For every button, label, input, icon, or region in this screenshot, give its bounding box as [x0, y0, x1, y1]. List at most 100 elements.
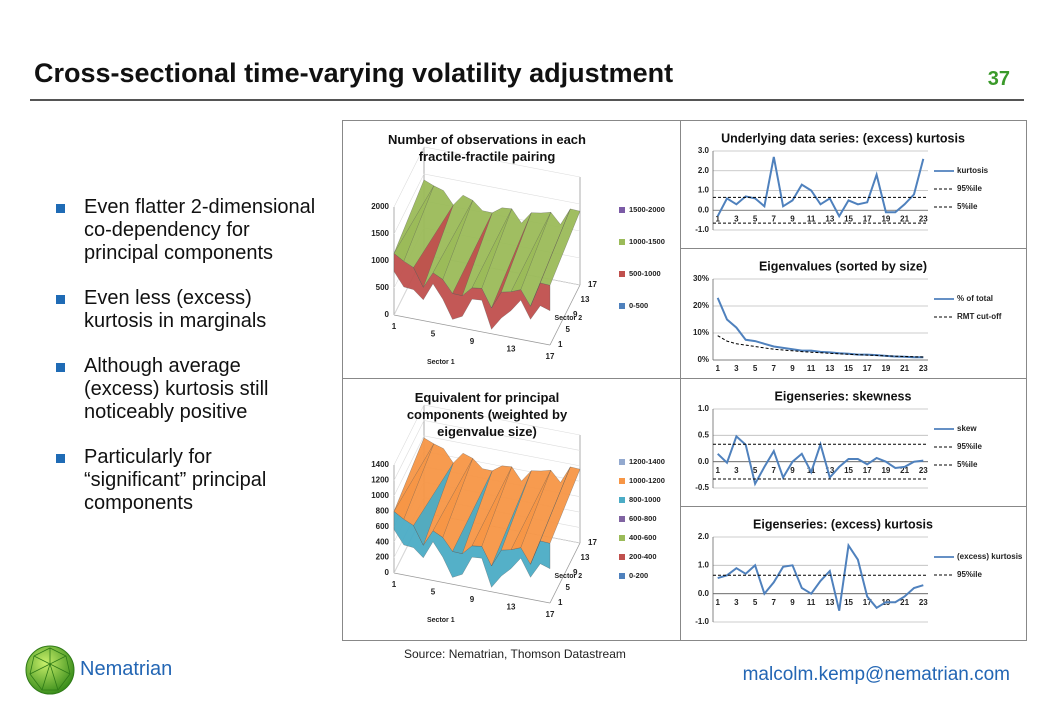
y-tick-label: 0%: [697, 355, 709, 364]
legend-label: kurtosis: [957, 166, 989, 175]
surface-facet: [432, 458, 473, 538]
legend-swatch: [619, 239, 625, 245]
x-tick-label: 5: [753, 466, 758, 475]
y-tick-label: 20%: [693, 301, 709, 310]
x-tick-label: 5: [753, 598, 758, 607]
legend-swatch: [619, 271, 625, 277]
y-tick-label: 0.0: [698, 457, 710, 466]
x-tick-label: 19: [881, 214, 890, 223]
grid-line: [393, 404, 581, 466]
legend-label: 0-500: [629, 301, 648, 310]
x-tick-label: 5: [753, 214, 758, 223]
grid-line: [393, 435, 581, 496]
x-tick-label: 17: [863, 214, 872, 223]
x-tick-label: 13: [825, 214, 834, 223]
y-tick-label: 5: [566, 583, 571, 592]
y-axis: [549, 284, 581, 346]
z-tick-label: 1000: [371, 491, 389, 500]
y-tick-label: -0.5: [695, 483, 709, 492]
z-tick-label: 1400: [371, 460, 389, 469]
y-axis-label: Sector 2: [555, 573, 583, 580]
bullet: Even less (excess) kurtosis in marginals: [56, 287, 318, 333]
x-tick-label: 9: [470, 595, 475, 604]
z-tick-label: 0: [385, 568, 390, 577]
x-tick-label: 7: [772, 364, 777, 373]
chart-title: Underlying data series: (excess) kurtosi…: [721, 131, 965, 145]
page-number: 37: [987, 68, 1010, 90]
bullet-list: Even flatter 2-dimensional co-dependency…: [56, 196, 318, 537]
x-tick-label: 3: [734, 214, 739, 223]
bullet: Although average (excess) kurtosis still…: [56, 355, 318, 424]
x-tick-label: 19: [881, 466, 890, 475]
x-tick-label: 13: [825, 466, 834, 475]
data-line: [717, 335, 924, 358]
legend-label: 500-1000: [629, 269, 661, 278]
y-tick-label: -1.0: [695, 225, 709, 234]
y-tick-label: 0.0: [698, 205, 710, 214]
z-tick-label: 1200: [371, 476, 389, 485]
grid-line: [393, 173, 581, 235]
x-tick-label: 21: [900, 214, 909, 223]
x-axis-label: Sector 1: [427, 617, 455, 624]
x-tick-label: 23: [919, 364, 928, 373]
x-tick-label: 9: [790, 364, 795, 373]
bullet: Even flatter 2-dimensional co-dependency…: [56, 196, 318, 265]
data-line: [717, 434, 924, 487]
x-tick-label: 5: [753, 364, 758, 373]
x-tick-label: 1: [715, 364, 720, 373]
y-tick-label: 10%: [693, 328, 709, 337]
surface-facet: [491, 470, 532, 566]
y-tick-label: 30%: [693, 274, 709, 283]
legend-swatch: [619, 207, 625, 213]
legend-swatch: [619, 478, 625, 484]
z-tick-label: 800: [376, 506, 390, 515]
y-tick-label: 2.0: [698, 166, 710, 175]
legend-label: 1200-1400: [629, 457, 665, 466]
x-tick-label: 11: [807, 214, 816, 223]
x-tick-label: 17: [863, 466, 872, 475]
x-tick-label: 23: [919, 466, 928, 475]
x-tick-label: 9: [790, 466, 795, 475]
x-tick-label: 5: [431, 588, 436, 597]
x-tick-label: 3: [734, 364, 739, 373]
x-tick-label: 17: [863, 364, 872, 373]
x-tick-label: 7: [772, 598, 777, 607]
bullet: Particularly for “significant” principal…: [56, 446, 318, 515]
y-tick-label: 3.0: [698, 146, 710, 155]
legend-swatch: [619, 303, 625, 309]
x-tick-label: 13: [507, 603, 516, 612]
chart-title: Number of observations in each fractile-…: [388, 132, 586, 164]
brand-name: Nematrian: [80, 658, 173, 680]
x-tick-label: 21: [900, 598, 909, 607]
surface-facet: [452, 212, 493, 296]
z-tick-label: 600: [376, 522, 390, 531]
surface-facet: [510, 212, 551, 292]
chart-title: Equivalent for principal components (wei…: [406, 390, 568, 439]
title-rule: [30, 99, 1024, 101]
x-tick-label: 9: [790, 598, 795, 607]
x-tick-label: 23: [919, 214, 928, 223]
x-tick-label: 19: [881, 364, 890, 373]
x-tick-label: 9: [790, 214, 795, 223]
y-tick-label: 17: [588, 280, 597, 289]
surface-facet: [452, 470, 493, 554]
chart-title: Eigenvalues (sorted by size): [759, 259, 927, 273]
legend-label: skew: [957, 424, 977, 433]
legend-label: 95%ile: [957, 570, 982, 579]
legend-label: 800-1000: [629, 495, 661, 504]
legend-label: 5%ile: [957, 202, 978, 211]
surface-facet: [471, 466, 512, 547]
data-line: [716, 297, 924, 359]
x-tick-label: 17: [546, 610, 555, 619]
x-tick-label: 15: [844, 598, 853, 607]
z-tick-label: 0: [385, 310, 390, 319]
y-tick-label: 1.0: [698, 404, 710, 413]
chart-title: Eigenseries: skewness: [775, 389, 912, 403]
x-tick-label: 17: [863, 598, 872, 607]
z-tick-label: 400: [376, 537, 390, 546]
x-axis: [393, 572, 551, 604]
surface-facet: [530, 208, 571, 307]
z-tick-label: 200: [376, 553, 390, 562]
